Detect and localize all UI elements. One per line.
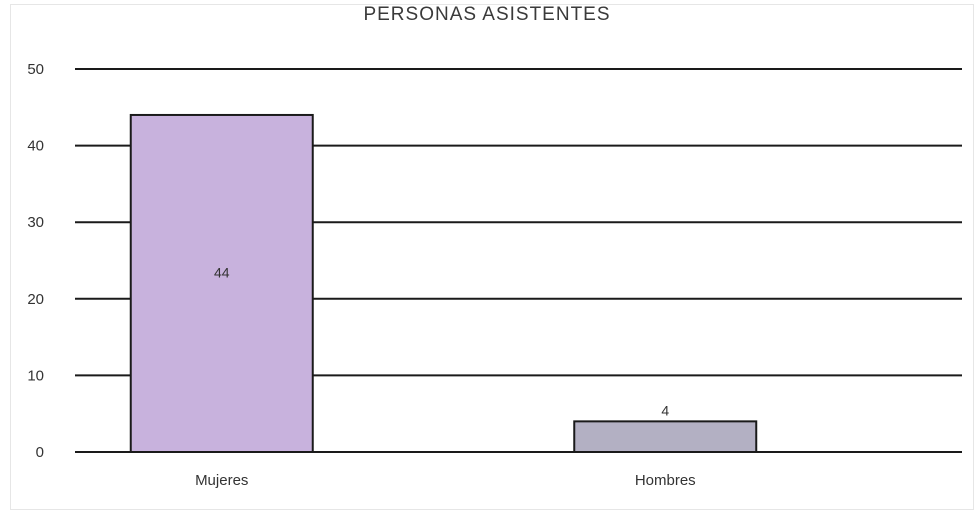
y-tick-label: 20 (27, 291, 44, 308)
data-label: 44 (214, 264, 230, 280)
y-tick-label: 30 (27, 214, 44, 231)
x-tick-label: Mujeres (195, 472, 248, 489)
bar (129, 113, 314, 454)
y-tick-label: 0 (36, 444, 44, 461)
data-label: 4 (661, 402, 669, 418)
y-tick-label: 50 (27, 61, 44, 78)
chart-title: PERSONAS ASISTENTES (363, 4, 611, 25)
bar (573, 420, 758, 453)
x-tick-label: Hombres (635, 472, 696, 489)
y-tick-label: 10 (27, 367, 44, 384)
y-tick-label: 40 (27, 138, 44, 155)
